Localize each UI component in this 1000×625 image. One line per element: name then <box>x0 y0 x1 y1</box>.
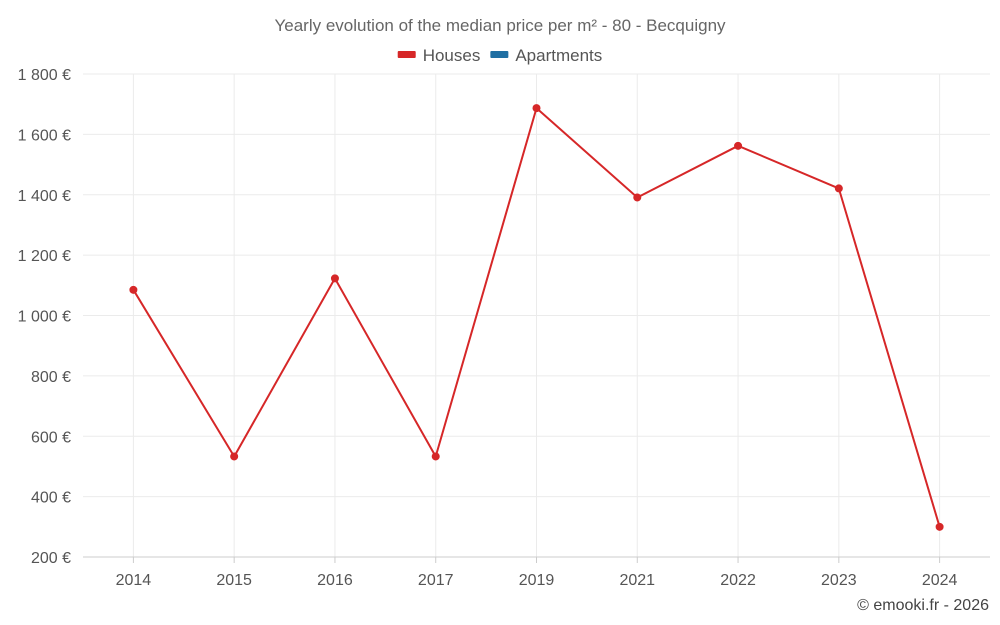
x-tick-label: 2022 <box>720 572 756 589</box>
chart-legend: Houses Apartments <box>397 46 602 65</box>
legend-item-houses[interactable]: Houses <box>397 46 481 65</box>
data-point-houses[interactable] <box>734 141 743 150</box>
y-tick-label: 600 € <box>31 429 71 446</box>
data-point-houses[interactable] <box>431 452 440 461</box>
data-point-houses[interactable] <box>230 452 239 461</box>
legend-swatch <box>397 51 416 58</box>
x-tick-label: 2019 <box>519 572 555 589</box>
data-point-houses[interactable] <box>129 285 138 294</box>
x-tick-label: 2021 <box>619 572 655 589</box>
y-tick-label: 1 800 € <box>18 67 71 84</box>
x-axis-tick-labels: 2014 2015 2016 2017 2019 2021 2022 2023 2024 <box>116 572 958 589</box>
data-point-houses[interactable] <box>834 184 843 193</box>
legend-label: Apartments <box>515 46 602 65</box>
chart-title: Yearly evolution of the median price per… <box>274 16 726 35</box>
data-point-houses[interactable] <box>633 193 642 202</box>
credit-text: © emooki.fr - 2026 <box>857 597 989 614</box>
x-tick-label: 2014 <box>116 572 152 589</box>
y-tick-label: 1 400 € <box>18 188 71 205</box>
x-gridlines <box>132 74 941 563</box>
y-tick-label: 1 600 € <box>18 127 71 144</box>
y-tick-label: 200 € <box>31 550 71 567</box>
y-tick-label: 1 200 € <box>18 248 71 265</box>
x-tick-label: 2016 <box>317 572 353 589</box>
data-point-houses[interactable] <box>935 522 944 531</box>
x-tick-label: 2015 <box>216 572 252 589</box>
legend-item-apartments[interactable]: Apartments <box>490 46 602 65</box>
data-point-houses[interactable] <box>532 104 541 113</box>
x-tick-label: 2024 <box>922 572 958 589</box>
y-axis-tick-labels: 200 € 400 € 600 € 800 € 1 000 € 1 200 € 1 400 … <box>18 67 71 567</box>
y-tick-label: 400 € <box>31 490 71 507</box>
legend-label: Houses <box>423 46 481 65</box>
y-tick-label: 1 000 € <box>18 309 71 326</box>
data-point-houses[interactable] <box>330 274 339 283</box>
x-tick-label: 2023 <box>821 572 857 589</box>
x-tick-label: 2017 <box>418 572 454 589</box>
series-layer <box>129 104 944 531</box>
y-tick-label: 800 € <box>31 369 71 386</box>
legend-swatch <box>490 51 509 58</box>
